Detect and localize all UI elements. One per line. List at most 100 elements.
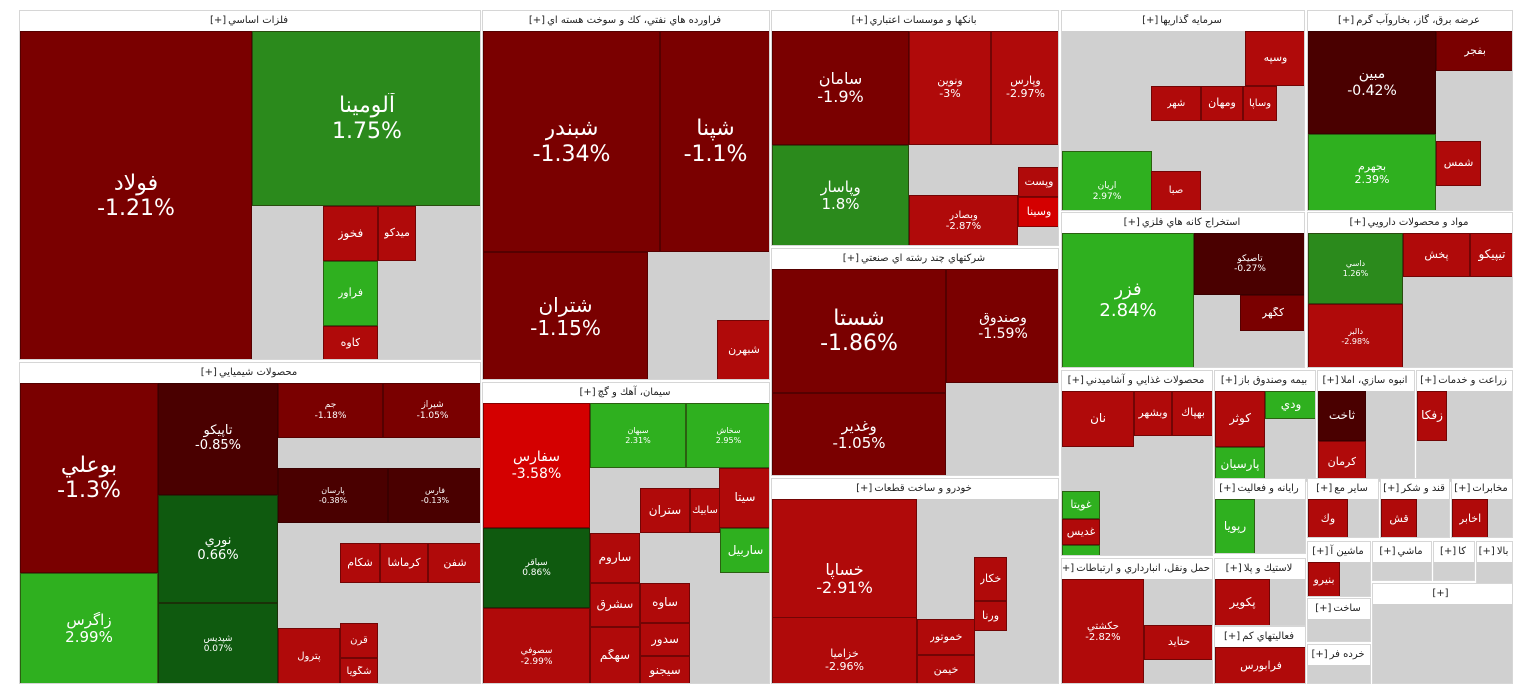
- stock-tile[interactable]: ساربيل: [720, 528, 769, 573]
- sector-expand-button[interactable]: [+]: [1349, 217, 1366, 228]
- stock-tile[interactable]: داسي 1.26%: [1308, 233, 1403, 304]
- stock-tile[interactable]: تيپيكو: [1470, 233, 1512, 277]
- stock-tile[interactable]: فارس -0.13%: [388, 468, 480, 523]
- stock-tile[interactable]: وبصادر -2.87%: [909, 195, 1018, 245]
- stock-tile[interactable]: خموتور: [917, 619, 975, 655]
- stock-tile[interactable]: غويتا: [1062, 491, 1100, 519]
- stock-tile[interactable]: بوعلي -1.3%: [20, 383, 158, 573]
- stock-tile[interactable]: آريان 2.97%: [1062, 151, 1152, 210]
- stock-tile[interactable]: زاگرس 2.99%: [20, 573, 158, 683]
- stock-tile[interactable]: كرمان: [1318, 441, 1366, 481]
- stock-tile[interactable]: وك: [1308, 499, 1348, 537]
- sector-expand-button[interactable]: [+]: [1067, 375, 1084, 386]
- stock-tile[interactable]: سفارس -3.58%: [483, 403, 590, 528]
- stock-tile[interactable]: ساوه: [640, 583, 690, 623]
- stock-tile[interactable]: سدور: [640, 623, 690, 656]
- stock-tile[interactable]: دالبر -2.98%: [1308, 304, 1403, 367]
- sector-expand-button[interactable]: [+]: [1383, 483, 1400, 494]
- stock-tile[interactable]: شپديس 0.07%: [158, 603, 278, 683]
- sector-expand-button[interactable]: [+]: [1142, 15, 1159, 26]
- stock-tile[interactable]: حتايد: [1144, 625, 1212, 660]
- stock-tile[interactable]: سآبيك: [690, 488, 720, 533]
- stock-tile[interactable]: شهر: [1151, 86, 1201, 121]
- sector-expand-button[interactable]: [+]: [209, 15, 227, 26]
- stock-tile[interactable]: جم -1.18%: [278, 383, 383, 438]
- sector-expand-button[interactable]: [+]: [851, 15, 868, 26]
- stock-tile[interactable]: شپنا -1.1%: [660, 31, 769, 252]
- sector-expand-button[interactable]: [+]: [1338, 15, 1355, 26]
- stock-tile[interactable]: پخش: [1403, 233, 1470, 277]
- stock-tile[interactable]: سامان -1.9%: [772, 31, 909, 145]
- stock-tile[interactable]: وسينا: [1018, 197, 1058, 227]
- stock-tile[interactable]: سيجنو: [640, 656, 690, 683]
- stock-tile[interactable]: شبندر -1.34%: [483, 31, 660, 252]
- stock-tile[interactable]: وصندوق -1.59%: [946, 269, 1058, 383]
- sector-expand-button[interactable]: [+]: [1432, 588, 1449, 599]
- sector-expand-button[interactable]: [+]: [1225, 563, 1242, 574]
- stock-tile[interactable]: وغدير -1.05%: [772, 393, 946, 475]
- stock-tile[interactable]: رپويا: [1215, 499, 1255, 553]
- stock-tile[interactable]: تاصيكو -0.27%: [1194, 233, 1304, 295]
- stock-tile[interactable]: پارسان -0.38%: [278, 468, 388, 523]
- stock-tile[interactable]: نوري 0.66%: [158, 495, 278, 603]
- stock-tile[interactable]: شكام: [340, 543, 380, 583]
- stock-tile[interactable]: خيمن: [917, 655, 975, 683]
- stock-tile[interactable]: بنيرو: [1308, 562, 1340, 596]
- stock-tile[interactable]: مبين -0.42%: [1308, 31, 1436, 134]
- stock-tile[interactable]: فرآور: [323, 261, 378, 326]
- stock-tile[interactable]: سيتا: [719, 468, 769, 528]
- stock-tile[interactable]: ورنا: [974, 601, 1007, 631]
- sector-expand-button[interactable]: [+]: [1316, 483, 1333, 494]
- sector-expand-button[interactable]: [+]: [528, 15, 546, 26]
- stock-tile[interactable]: ودي: [1265, 391, 1315, 419]
- stock-tile[interactable]: نان: [1062, 391, 1134, 447]
- stock-tile[interactable]: شفن: [428, 543, 480, 583]
- stock-tile[interactable]: فزر 2.84%: [1062, 233, 1194, 367]
- stock-tile[interactable]: غبنوش: [1062, 545, 1100, 555]
- stock-tile[interactable]: شمس: [1436, 141, 1481, 186]
- stock-tile[interactable]: فولاد -1.21%: [20, 31, 252, 359]
- stock-tile[interactable]: ميدكو: [378, 206, 416, 261]
- stock-tile[interactable]: خكار: [974, 557, 1007, 601]
- stock-tile[interactable]: وپارس -2.97%: [991, 31, 1058, 145]
- stock-tile[interactable]: تاپيكو -0.85%: [158, 383, 278, 495]
- sector-expand-button[interactable]: [+]: [842, 253, 859, 264]
- stock-tile[interactable]: قش: [1381, 499, 1417, 537]
- stock-tile[interactable]: ساروم: [590, 533, 640, 583]
- stock-tile[interactable]: اخابر: [1452, 499, 1488, 537]
- sector-expand-button[interactable]: [+]: [1220, 375, 1238, 386]
- stock-tile[interactable]: سصوفي -2.99%: [483, 608, 590, 683]
- stock-tile[interactable]: غديس: [1062, 519, 1100, 545]
- stock-tile[interactable]: سهگم: [590, 627, 640, 683]
- stock-tile[interactable]: سبهان 2.31%: [590, 403, 686, 468]
- stock-tile[interactable]: ثاخت: [1318, 391, 1366, 441]
- stock-tile[interactable]: شستا -1.86%: [772, 269, 946, 393]
- stock-tile[interactable]: آلومينا 1.75%: [252, 31, 480, 206]
- sector-expand-button[interactable]: [+]: [1315, 603, 1332, 614]
- stock-tile[interactable]: سخاش 2.95%: [686, 403, 769, 468]
- sector-expand-button[interactable]: [+]: [1322, 375, 1339, 386]
- sector-expand-button[interactable]: [+]: [1454, 483, 1471, 494]
- stock-tile[interactable]: قرن: [340, 623, 378, 658]
- sector-expand-button[interactable]: [+]: [1224, 631, 1241, 642]
- sector-expand-button[interactable]: [+]: [1219, 483, 1236, 494]
- stock-tile[interactable]: بفجر: [1436, 31, 1512, 71]
- sector-expand-button[interactable]: [+]: [1062, 563, 1075, 574]
- stock-tile[interactable]: فرابورس: [1215, 647, 1305, 683]
- sector-expand-button[interactable]: [+]: [1312, 546, 1329, 557]
- stock-tile[interactable]: كگهر: [1240, 295, 1304, 331]
- stock-tile[interactable]: وپاسار 1.8%: [772, 145, 909, 245]
- stock-tile[interactable]: پترول: [278, 628, 340, 683]
- sector-expand-button[interactable]: [+]: [1420, 375, 1437, 386]
- stock-tile[interactable]: وساپا: [1243, 86, 1277, 121]
- stock-tile[interactable]: وپست: [1018, 167, 1058, 197]
- sector-expand-button[interactable]: [+]: [200, 367, 217, 378]
- stock-tile[interactable]: وسپه: [1245, 31, 1304, 86]
- stock-tile[interactable]: شتران -1.15%: [483, 252, 648, 379]
- sector-expand-button[interactable]: [+]: [856, 483, 873, 494]
- stock-tile[interactable]: وبشهر: [1134, 391, 1172, 436]
- stock-tile[interactable]: كوثر: [1215, 391, 1265, 447]
- stock-tile[interactable]: بجهرم 2.39%: [1308, 134, 1436, 210]
- sector-expand-button[interactable]: [+]: [1379, 546, 1396, 557]
- stock-tile[interactable]: ونوين -3%: [909, 31, 991, 145]
